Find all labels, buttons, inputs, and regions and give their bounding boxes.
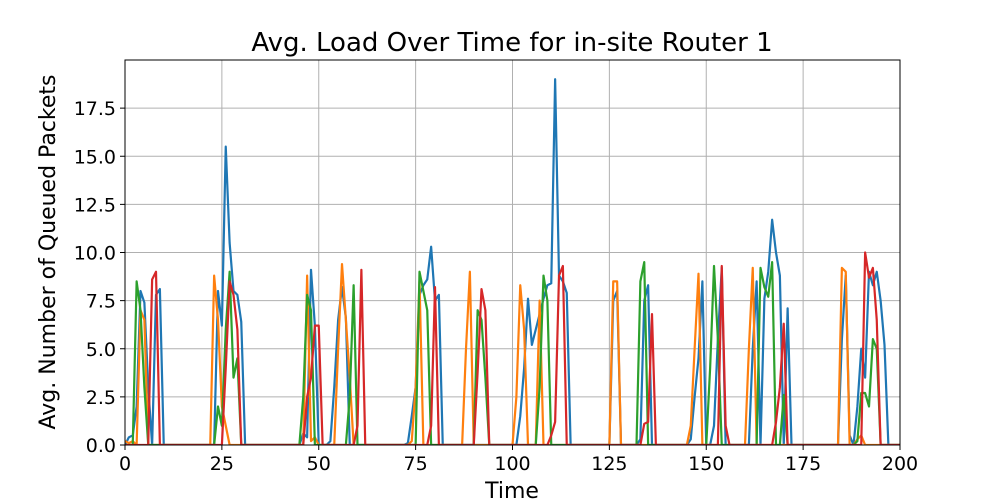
x-tick-label: 200	[882, 453, 918, 475]
x-tick-label: 125	[591, 453, 627, 475]
series-line-3	[125, 261, 900, 445]
series-line-4	[125, 251, 900, 445]
x-tick-label: 150	[688, 453, 724, 475]
y-tick-label: 7.5	[86, 291, 116, 313]
ticks: 0 25 50 75 100 125 150 175 200 0.0 2.5 5.0 7.5 10.0 12…	[74, 98, 918, 475]
y-tick-label: 17.5	[74, 98, 116, 120]
y-tick-label: 10.0	[74, 243, 116, 265]
y-axis-label: Avg. Number of Queued Packets	[36, 75, 61, 430]
x-tick-label: 100	[494, 453, 530, 475]
chart-title: Avg. Load Over Time for in-site Router 1	[251, 28, 772, 58]
x-tick-label: 175	[785, 453, 821, 475]
grid	[124, 60, 901, 446]
y-tick-label: 2.5	[86, 387, 116, 409]
series-line-2	[125, 262, 900, 445]
y-tick-label: 12.5	[74, 194, 116, 216]
y-tick-label: 0.0	[86, 435, 116, 457]
x-tick-label: 50	[307, 453, 331, 475]
x-tick-label: 25	[210, 453, 234, 475]
x-tick-label: 75	[404, 453, 428, 475]
y-tick-label: 15.0	[74, 146, 116, 168]
y-tick-label: 5.0	[86, 339, 116, 361]
x-axis-label: Time	[484, 479, 539, 500]
x-tick-label: 0	[119, 453, 131, 475]
series-layer	[125, 78, 900, 445]
